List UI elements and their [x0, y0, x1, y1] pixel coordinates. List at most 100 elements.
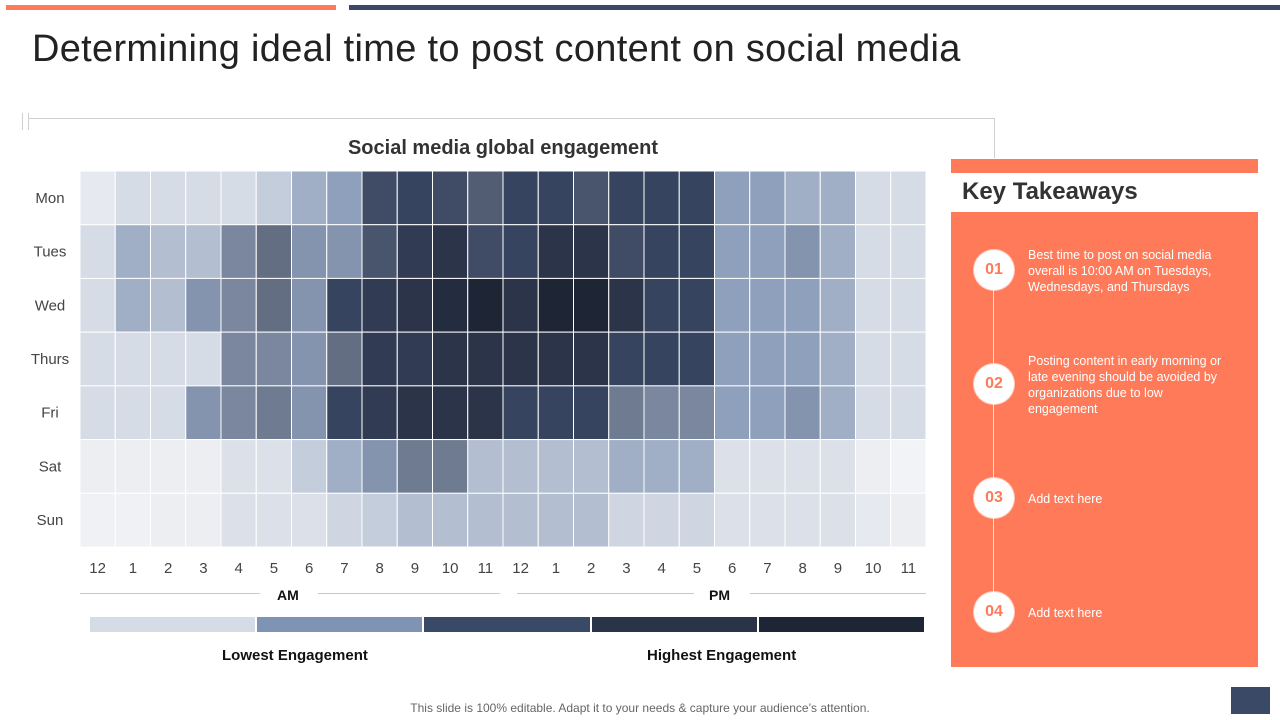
heatmap-cell	[361, 331, 398, 387]
accent-bar-right	[349, 5, 1280, 10]
hour-tick-label: 12	[512, 560, 529, 577]
heatmap-cell	[114, 331, 151, 387]
hour-tick-label: 2	[164, 560, 172, 577]
heatmap-cell	[855, 224, 892, 279]
heatmap-cell	[79, 224, 116, 279]
heatmap-cell	[361, 492, 398, 548]
takeaway-number-1: 01	[974, 250, 1014, 290]
heatmap-cell	[537, 439, 574, 494]
heatmap-cell	[220, 277, 257, 333]
heatmap-cell	[749, 385, 786, 441]
heatmap-cell	[714, 439, 751, 494]
heatmap-cell	[79, 385, 116, 441]
hour-tick-label: 10	[865, 560, 882, 577]
heatmap-cell	[255, 492, 292, 548]
heatmap-cell	[291, 385, 328, 441]
heatmap-cell	[255, 170, 292, 226]
heatmap-cell	[467, 331, 504, 387]
heatmap-cell	[855, 385, 892, 441]
heatmap-cell	[361, 439, 398, 494]
heatmap-cell	[432, 439, 469, 494]
pm-rule-left	[517, 593, 694, 594]
takeaway-number-4: 04	[974, 592, 1014, 632]
hour-tick-label: 3	[622, 560, 630, 577]
heatmap-cell	[326, 492, 363, 548]
takeaway-text-3: Add text here	[1028, 492, 1103, 506]
hour-tick-label: 11	[478, 560, 494, 577]
heatmap-cell	[678, 385, 715, 441]
heatmap-cell	[150, 170, 187, 226]
heatmap-cell	[678, 277, 715, 333]
heatmap-cell	[537, 331, 574, 387]
chart-title: Social media global engagement	[347, 137, 659, 159]
heatmap-cell	[643, 277, 680, 333]
hour-tick-label: 6	[305, 560, 313, 577]
heatmap-cell	[185, 385, 222, 441]
heatmap-cell	[608, 277, 645, 333]
heatmap-cell	[467, 170, 504, 226]
heatmap-cell	[150, 331, 187, 387]
heatmap-cell	[291, 331, 328, 387]
heatmap-cell	[678, 170, 715, 226]
heatmap-cell	[396, 331, 433, 387]
heatmap-cell	[749, 224, 786, 279]
heatmap-cell	[537, 385, 574, 441]
heatmap-cell	[220, 170, 257, 226]
heatmap-cell	[150, 224, 187, 279]
heatmap-cell	[784, 331, 821, 387]
hour-tick-label: 1	[129, 560, 137, 577]
hour-tick-label: 7	[763, 560, 771, 577]
heatmap-cell	[819, 224, 856, 279]
heatmap-cell	[220, 439, 257, 494]
heatmap-cell	[326, 224, 363, 279]
heatmap-cell	[643, 170, 680, 226]
heatmap-cell	[79, 277, 116, 333]
heatmap-cell	[890, 170, 927, 226]
hour-tick-label: 3	[199, 560, 207, 577]
am-label: AM	[277, 587, 299, 603]
heatmap-cell	[819, 385, 856, 441]
takeaways-title: Key Takeaways	[962, 178, 1138, 205]
hour-tick-label: 8	[798, 560, 806, 577]
heatmap-cell	[573, 170, 610, 226]
hour-tick-label: 2	[587, 560, 595, 577]
legend-low-label: Lowest Engagement	[222, 647, 368, 664]
heatmap-cell	[608, 492, 645, 548]
hour-tick-label: 6	[728, 560, 736, 577]
heatmap-cell	[749, 492, 786, 548]
row-label: Tues	[34, 244, 67, 261]
heatmap-cell	[114, 439, 151, 494]
heatmap-cell	[291, 170, 328, 226]
row-label: Sun	[37, 512, 64, 529]
heatmap-cell	[714, 492, 751, 548]
takeaways-timeline	[993, 270, 994, 612]
heatmap-cell	[326, 170, 363, 226]
heatmap-cell	[361, 170, 398, 226]
heatmap-cell	[573, 277, 610, 333]
heatmap-cell	[714, 224, 751, 279]
heatmap-cell	[220, 224, 257, 279]
heatmap-cell	[643, 492, 680, 548]
pm-rule-right	[750, 593, 926, 594]
heatmap-cell	[255, 277, 292, 333]
row-label: Mon	[35, 190, 64, 207]
heatmap-cell	[361, 385, 398, 441]
heatmap-cell	[784, 439, 821, 494]
heatmap-cell	[185, 492, 222, 548]
frame-tick-left-1	[22, 113, 23, 130]
heatmap-cell	[890, 331, 927, 387]
heatmap-cell	[678, 439, 715, 494]
heatmap-cell	[608, 224, 645, 279]
heatmap-cell	[291, 277, 328, 333]
heatmap-cell	[714, 331, 751, 387]
row-label: Thurs	[31, 351, 69, 368]
heatmap-cell	[114, 277, 151, 333]
heatmap-cell	[396, 224, 433, 279]
takeaway-number-2: 02	[974, 364, 1014, 404]
heatmap-cell	[819, 170, 856, 226]
heatmap-cell	[326, 331, 363, 387]
heatmap-cell	[819, 492, 856, 548]
heatmap-cell	[678, 492, 715, 548]
heatmap-cell	[749, 331, 786, 387]
heatmap-cell	[502, 331, 539, 387]
